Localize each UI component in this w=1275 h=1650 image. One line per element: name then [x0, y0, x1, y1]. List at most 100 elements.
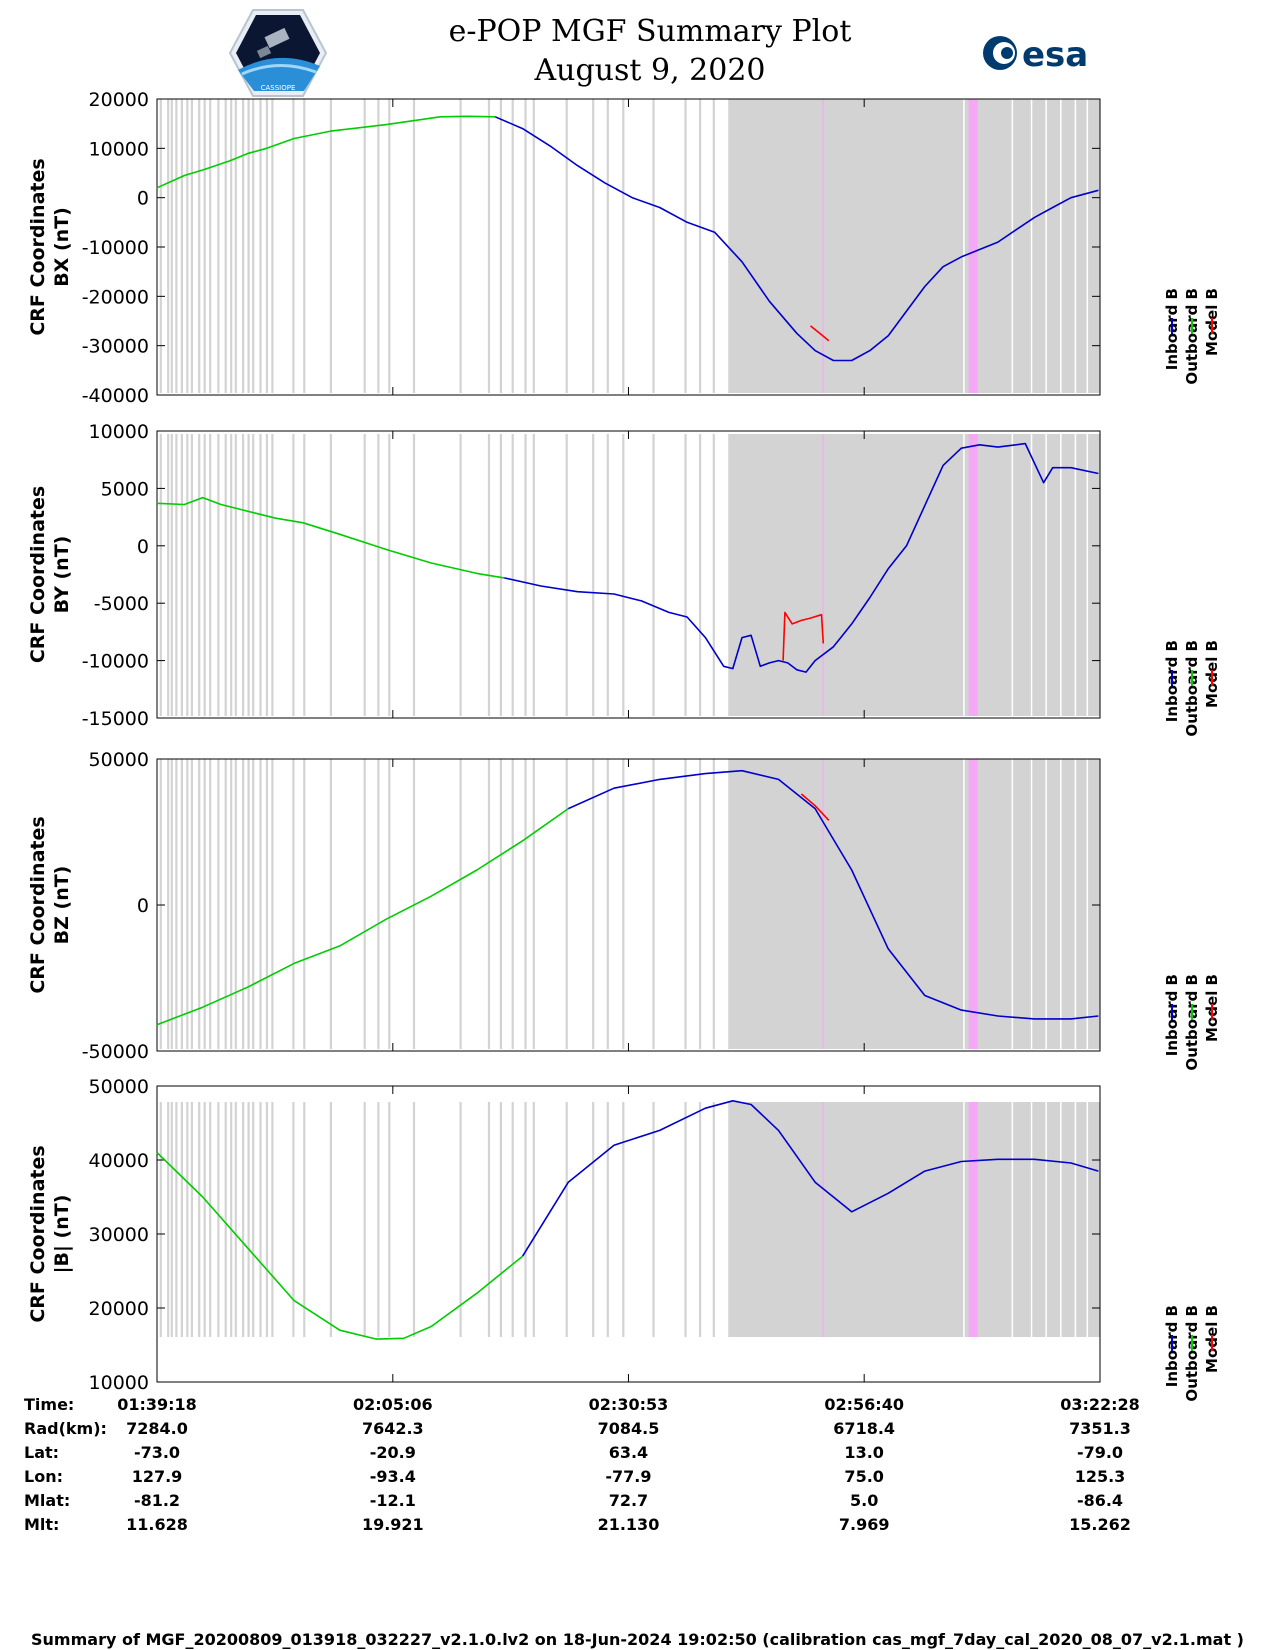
- table-cell: -77.9: [605, 1467, 652, 1486]
- shade-stripe: [224, 99, 227, 393]
- shade-stripe: [180, 759, 183, 1049]
- shade-stripe: [592, 434, 595, 716]
- shade-stripe: [203, 1102, 206, 1337]
- shade-stripe: [592, 1102, 595, 1337]
- shade-gap: [1045, 434, 1047, 716]
- shade-gap: [1030, 99, 1033, 393]
- shade-stripe: [606, 434, 609, 716]
- orbit-info-table: Time: Rad(km): Lat: Lon: Mlat: Mlt: 01:39:18 72…: [0, 1395, 1275, 1625]
- shade-stripe: [186, 1102, 189, 1337]
- highlight-line: [822, 759, 824, 1049]
- shade-stripe: [622, 759, 625, 1049]
- shade-stripe: [292, 99, 295, 393]
- shade-stripe: [190, 434, 193, 716]
- highlight-band: [968, 1102, 978, 1337]
- shade-stripe: [303, 1102, 306, 1337]
- legend-label: Outboard B: [1183, 974, 1201, 1071]
- shade-stripe: [606, 1102, 609, 1337]
- shade-stripe: [377, 99, 380, 393]
- table-cell: 02:05:06: [353, 1395, 433, 1414]
- table-cell: 21.130: [597, 1515, 660, 1534]
- cassiope-logo: CASSIOPE: [228, 9, 328, 97]
- shade-stripe: [487, 99, 491, 393]
- shade-stripe: [167, 1102, 170, 1337]
- y-tick-label: -20000: [82, 286, 149, 308]
- shade-stripe: [329, 1102, 332, 1337]
- shade-stripe: [180, 434, 183, 716]
- shade-stripe: [252, 759, 255, 1049]
- table-cell: 5.0: [850, 1491, 879, 1510]
- shade-stripe: [499, 759, 502, 1049]
- shade-stripe: [487, 1102, 491, 1337]
- shade-band: [728, 434, 1100, 716]
- shade-stripe: [412, 759, 416, 1049]
- shade-stripe: [242, 1102, 245, 1337]
- footer-caption: Summary of MGF_20200809_013918_032227_v2…: [31, 1630, 1244, 1649]
- shade-stripe: [252, 434, 255, 716]
- series-model-b: [782, 611, 825, 661]
- shade-stripe: [159, 759, 162, 1049]
- shade-stripe: [524, 1102, 527, 1337]
- shade-stripe: [292, 759, 295, 1049]
- shade-stripe: [499, 1102, 502, 1337]
- shade-stripe: [175, 759, 178, 1049]
- shade-stripe: [224, 759, 227, 1049]
- highlight-band: [968, 759, 978, 1049]
- shade-stripe: [622, 434, 625, 716]
- shade-stripe: [565, 759, 568, 1049]
- shade-stripe: [699, 434, 702, 716]
- shade-stripe: [175, 1102, 178, 1337]
- shade-stripe: [230, 1102, 233, 1337]
- shade-stripe: [159, 99, 162, 393]
- highlight-band: [968, 434, 978, 716]
- shade-gap: [963, 99, 965, 393]
- shade-gap: [1074, 99, 1077, 393]
- shade-stripe: [532, 1102, 535, 1337]
- shade-stripe: [170, 434, 173, 716]
- y-tick-label: 10000: [89, 138, 149, 160]
- shade-stripe: [292, 1102, 295, 1337]
- shade-stripe: [388, 99, 391, 393]
- shade-stripe: [217, 1102, 220, 1337]
- table-cell: 7351.3: [1069, 1419, 1131, 1438]
- shade-gap: [1074, 1102, 1077, 1337]
- table-cell: 02:30:53: [588, 1395, 669, 1414]
- table-cell: -73.0: [133, 1443, 181, 1462]
- shade-stripe: [606, 759, 609, 1049]
- highlight-line: [822, 99, 824, 393]
- panel-by: 10000 5000 0 -5000 -10000 -15000 CRF Coordinat…: [27, 421, 1221, 737]
- series-model-b: [809, 325, 830, 342]
- table-cell: 19.921: [361, 1515, 424, 1534]
- y-tick-label: 50000: [89, 749, 149, 771]
- y-axis-unit-label: BZ (nT): [51, 866, 73, 945]
- table-cell: 125.3: [1074, 1467, 1126, 1486]
- legend-label: Outboard B: [1183, 288, 1201, 385]
- y-tick-label: 50000: [89, 1076, 149, 1098]
- shade-gap: [1074, 759, 1077, 1049]
- shade-gap: [1011, 759, 1014, 1049]
- table-cell: -81.2: [133, 1491, 181, 1510]
- shade-stripe: [592, 759, 595, 1049]
- shade-stripe: [606, 99, 609, 393]
- highlight-line: [822, 1102, 824, 1337]
- table-cell: 7642.3: [361, 1419, 424, 1438]
- table-cell: -79.0: [1076, 1443, 1124, 1462]
- shade-stripe: [271, 99, 274, 393]
- shade-stripe: [329, 99, 332, 393]
- shade-stripe: [511, 434, 514, 716]
- table-row-label: Mlat:: [24, 1491, 71, 1510]
- table-row-label: Lon:: [24, 1467, 63, 1486]
- shade-gap: [1060, 99, 1062, 393]
- table-cell: -20.9: [369, 1443, 416, 1462]
- y-axis-unit-label: |B| (nT): [51, 1195, 73, 1274]
- y-tick-label: -40000: [82, 385, 149, 407]
- table-row-label: Lat:: [24, 1443, 60, 1462]
- shade-stripe: [186, 99, 189, 393]
- table-cell: 7.969: [838, 1515, 890, 1534]
- table-cell: 75.0: [844, 1467, 884, 1486]
- table-row-label: Time:: [24, 1395, 75, 1414]
- shade-stripe: [247, 759, 250, 1049]
- shade-stripe: [209, 434, 212, 716]
